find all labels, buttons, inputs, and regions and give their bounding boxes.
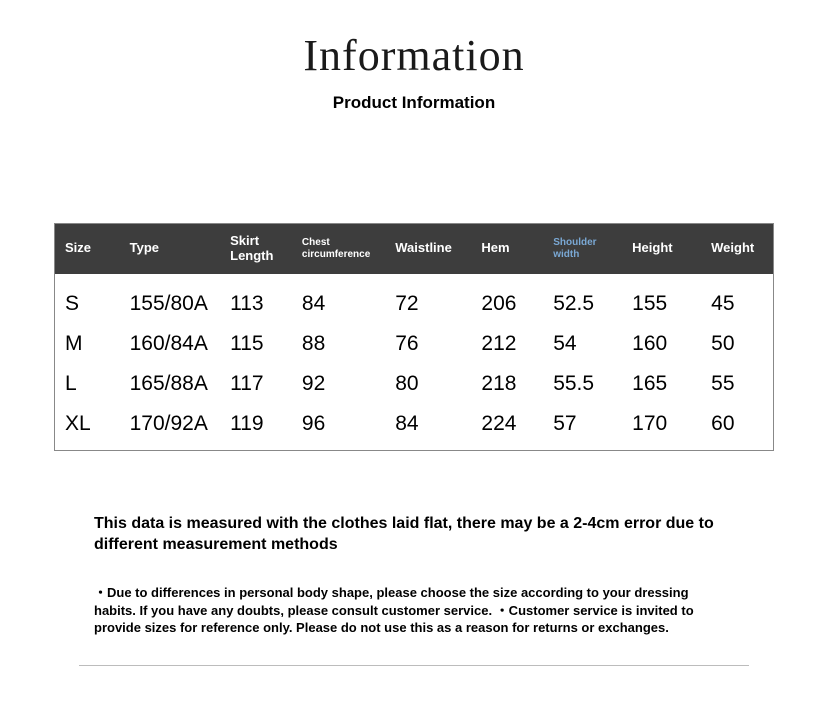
table-cell: 72: [385, 274, 471, 324]
table-header-cell: Weight: [701, 224, 773, 274]
disclaimer-note: ・Due to differences in personal body sha…: [94, 584, 734, 637]
table-cell: 165: [622, 364, 701, 404]
table-body: S155/80A113847220652.515545M160/84A11588…: [55, 274, 773, 450]
table-cell: 84: [292, 274, 385, 324]
table-cell: 55: [701, 364, 773, 404]
table-row: M160/84A11588762125416050: [55, 324, 773, 364]
table-cell: 170/92A: [120, 404, 221, 450]
table-header-cell: SkirtLength: [220, 224, 292, 274]
table-cell: M: [55, 324, 120, 364]
table-header-cell: Chestcircumference: [292, 224, 385, 274]
table-cell: 60: [701, 404, 773, 450]
table-cell: S: [55, 274, 120, 324]
page-container: Information Product Information SizeType…: [0, 0, 828, 666]
table-cell: 160/84A: [120, 324, 221, 364]
measurement-note: This data is measured with the clothes l…: [94, 513, 734, 556]
subtitle: Product Information: [0, 93, 828, 113]
table-header-cell: Waistline: [385, 224, 471, 274]
table-cell: 54: [543, 324, 622, 364]
table-cell: 92: [292, 364, 385, 404]
table-header-cell: Size: [55, 224, 120, 274]
table-cell: L: [55, 364, 120, 404]
table-header-cell: Hem: [471, 224, 543, 274]
table-cell: 45: [701, 274, 773, 324]
main-title: Information: [0, 30, 828, 81]
table-cell: 50: [701, 324, 773, 364]
table-header-row: SizeTypeSkirtLengthChestcircumferenceWai…: [55, 224, 773, 274]
table-row: S155/80A113847220652.515545: [55, 274, 773, 324]
table-header-cell: Shoulderwidth: [543, 224, 622, 274]
table-cell: 224: [471, 404, 543, 450]
table-cell: 76: [385, 324, 471, 364]
table-cell: 57: [543, 404, 622, 450]
table-row: XL170/92A11996842245717060: [55, 404, 773, 450]
table-header-cell: Height: [622, 224, 701, 274]
table-cell: 52.5: [543, 274, 622, 324]
table-cell: 115: [220, 324, 292, 364]
table-header-cell: Type: [120, 224, 221, 274]
table-cell: 155/80A: [120, 274, 221, 324]
size-table: SizeTypeSkirtLengthChestcircumferenceWai…: [55, 224, 773, 450]
size-table-wrapper: SizeTypeSkirtLengthChestcircumferenceWai…: [54, 223, 774, 451]
table-cell: 88: [292, 324, 385, 364]
bottom-divider: [79, 665, 749, 666]
table-cell: 96: [292, 404, 385, 450]
table-cell: 170: [622, 404, 701, 450]
table-cell: 206: [471, 274, 543, 324]
table-row: L165/88A117928021855.516555: [55, 364, 773, 404]
table-cell: 160: [622, 324, 701, 364]
table-cell: 119: [220, 404, 292, 450]
table-cell: 113: [220, 274, 292, 324]
table-cell: 155: [622, 274, 701, 324]
table-cell: 165/88A: [120, 364, 221, 404]
table-cell: 84: [385, 404, 471, 450]
table-cell: 117: [220, 364, 292, 404]
table-cell: 55.5: [543, 364, 622, 404]
table-cell: 212: [471, 324, 543, 364]
table-cell: XL: [55, 404, 120, 450]
table-cell: 80: [385, 364, 471, 404]
table-cell: 218: [471, 364, 543, 404]
